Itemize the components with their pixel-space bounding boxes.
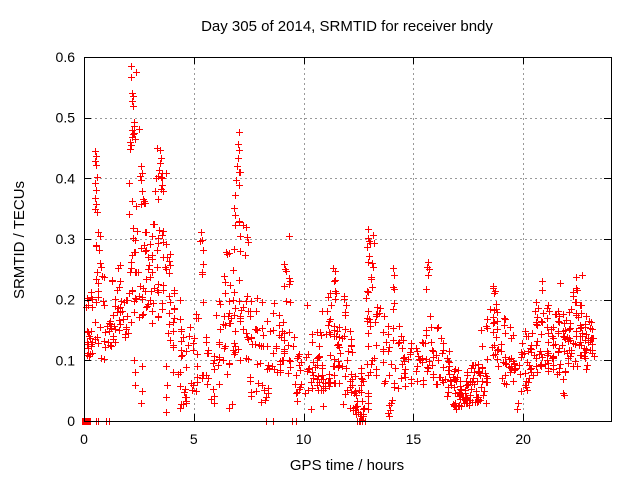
scatter-points	[82, 63, 598, 425]
y-tick-label: 0.5	[56, 110, 76, 126]
y-tick-labels: 0 0.1 0.2 0.3 0.4 0.5 0.6	[56, 49, 76, 429]
x-tick-label: 10	[296, 431, 312, 447]
x-tick-label: 20	[515, 431, 531, 447]
x-axis-label: GPS time / hours	[290, 457, 404, 474]
x-tick-label: 15	[406, 431, 422, 447]
x-tick-label: 5	[190, 431, 198, 447]
y-tick-label: 0.4	[56, 170, 76, 186]
axis-ticks	[84, 57, 611, 422]
y-tick-label: 0	[67, 413, 75, 429]
chart-title: Day 305 of 2014, SRMTID for receiver bnd…	[201, 18, 493, 35]
y-axis-label: SRMTID / TECUs	[11, 181, 28, 299]
grid-layer	[85, 58, 610, 420]
x-tick-labels: 0 5 10 15 20	[80, 431, 531, 447]
y-tick-label: 0.1	[56, 352, 76, 368]
x-tick-label: 0	[80, 431, 88, 447]
y-tick-label: 0.2	[56, 292, 76, 308]
y-tick-label: 0.6	[56, 49, 76, 65]
y-tick-label: 0.3	[56, 231, 76, 247]
